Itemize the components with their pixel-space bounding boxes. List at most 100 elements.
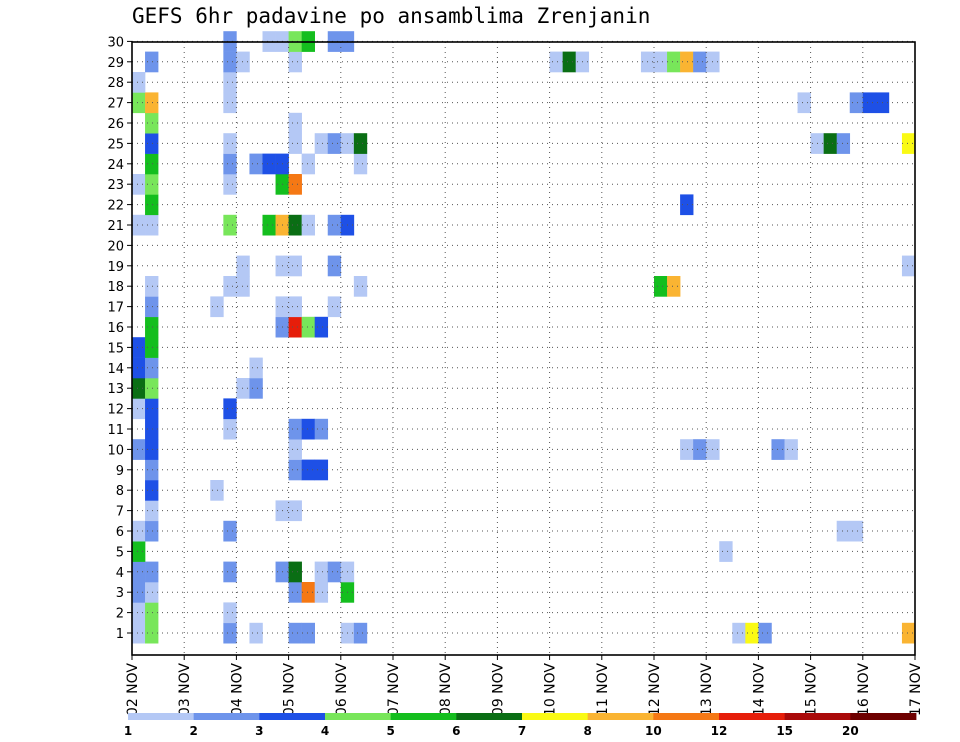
heatmap-cell bbox=[236, 276, 250, 297]
heatmap-cell bbox=[288, 500, 302, 522]
heatmap-cell bbox=[901, 133, 916, 154]
y-tick-label: 24 bbox=[107, 158, 124, 173]
colorbar-label: 20 bbox=[842, 724, 859, 738]
plot-frame bbox=[131, 41, 916, 656]
y-tick-label: 17 bbox=[107, 301, 124, 316]
y-tick-label: 14 bbox=[107, 362, 124, 377]
heatmap-cell bbox=[288, 561, 302, 583]
x-tick-label: 14 NOV bbox=[751, 663, 767, 717]
heatmap-cell bbox=[145, 174, 159, 195]
heatmap-cell bbox=[758, 622, 772, 644]
colorbar-label: 8 bbox=[583, 724, 591, 738]
y-tick-label: 5 bbox=[116, 545, 124, 560]
heatmap-cell bbox=[145, 602, 159, 624]
heatmap-cell bbox=[680, 51, 694, 73]
heatmap-cell bbox=[732, 622, 746, 644]
heatmap-cell bbox=[719, 541, 733, 562]
x-tick-label: 07 NOV bbox=[386, 663, 402, 717]
y-tick-label: 18 bbox=[107, 280, 124, 295]
heatmap-cell bbox=[132, 214, 146, 236]
colorbar-label: 5 bbox=[386, 724, 394, 738]
heatmap-cell bbox=[836, 520, 851, 542]
heatmap-cell bbox=[145, 296, 159, 318]
heatmap-cell bbox=[353, 276, 368, 297]
heatmap-cell bbox=[223, 602, 237, 624]
heatmap-cell bbox=[288, 112, 302, 134]
heatmap-cell bbox=[132, 582, 146, 603]
heatmap-cell bbox=[301, 418, 315, 440]
heatmap-cell bbox=[145, 316, 159, 338]
heatmap-cell bbox=[680, 439, 694, 460]
heatmap-cell bbox=[667, 276, 681, 297]
colorbar-segment bbox=[456, 713, 523, 720]
y-tick-label: 7 bbox=[116, 505, 124, 520]
heatmap-cell bbox=[249, 378, 263, 399]
heatmap-cell bbox=[132, 357, 146, 379]
heatmap-cell bbox=[132, 439, 146, 460]
y-tick-label: 25 bbox=[107, 137, 124, 152]
heatmap-cell bbox=[249, 357, 263, 379]
colorbar-label: 4 bbox=[321, 724, 329, 738]
heatmap-cell bbox=[288, 255, 302, 277]
heatmap-cell bbox=[549, 51, 563, 73]
heatmap-cell bbox=[223, 622, 237, 644]
y-tick-label: 1 bbox=[116, 627, 124, 642]
heatmap-cell bbox=[301, 153, 315, 175]
heatmap-cell bbox=[288, 582, 302, 603]
x-tick-label: 06 NOV bbox=[334, 663, 350, 717]
heatmap-cell bbox=[901, 255, 916, 277]
x-tick-label: 16 NOV bbox=[856, 663, 872, 717]
heatmap-cell bbox=[849, 92, 864, 114]
colorbar-label: 3 bbox=[255, 724, 263, 738]
heatmap-cell bbox=[236, 378, 250, 399]
heatmap-cell bbox=[314, 561, 329, 583]
heatmap-cell bbox=[223, 561, 237, 583]
heatmap-cell bbox=[223, 133, 237, 154]
heatmap-cell bbox=[301, 582, 315, 603]
heatmap-cell bbox=[849, 520, 864, 542]
heatmap-cell bbox=[262, 214, 276, 236]
y-tick-label: 12 bbox=[107, 403, 124, 418]
heatmap-cell bbox=[288, 622, 302, 644]
colorbar-segment bbox=[653, 713, 720, 720]
y-tick-label: 4 bbox=[116, 566, 124, 581]
heatmap-cell bbox=[223, 72, 237, 93]
heatmap-cell bbox=[210, 480, 224, 501]
y-tick-label: 3 bbox=[116, 586, 124, 601]
heatmap-cell bbox=[314, 316, 329, 338]
colorbar-segment bbox=[850, 713, 917, 720]
y-tick-label: 29 bbox=[107, 56, 124, 71]
colorbar-segment bbox=[259, 713, 326, 720]
heatmap-cell bbox=[288, 51, 302, 73]
heatmap-cell bbox=[327, 214, 342, 236]
heatmap-cell bbox=[249, 622, 263, 644]
colorbar-label: 10 bbox=[645, 724, 662, 738]
heatmap-cell bbox=[132, 602, 146, 624]
x-tick-label: 12 NOV bbox=[647, 663, 663, 717]
heatmap-cell bbox=[223, 92, 237, 114]
heatmap-cell bbox=[654, 51, 668, 73]
heatmap-cell bbox=[353, 153, 368, 175]
colorbar-label: 6 bbox=[452, 724, 460, 738]
heatmap-cell bbox=[288, 418, 302, 440]
heatmap-cell bbox=[236, 255, 250, 277]
y-tick-label: 15 bbox=[107, 341, 124, 356]
heatmap-cell bbox=[327, 133, 342, 154]
heatmap-cell bbox=[901, 622, 916, 644]
colorbar-segment bbox=[325, 713, 392, 720]
heatmap-cell bbox=[353, 133, 368, 154]
heatmap-cell bbox=[327, 561, 342, 583]
heatmap-cell bbox=[288, 316, 302, 338]
heatmap-cell bbox=[301, 316, 315, 338]
heatmap-cell bbox=[145, 51, 159, 73]
heatmap-cell bbox=[145, 153, 159, 175]
heatmap-cell bbox=[145, 92, 159, 114]
heatmap-cell bbox=[862, 92, 877, 114]
colorbar-segment bbox=[522, 713, 589, 720]
heatmap-cell bbox=[223, 398, 237, 420]
heatmap-cell bbox=[654, 276, 668, 297]
heatmap-cell bbox=[132, 92, 146, 114]
heatmap-cell bbox=[667, 51, 681, 73]
heatmap-cell bbox=[145, 622, 159, 644]
y-tick-label: 30 bbox=[107, 35, 124, 50]
